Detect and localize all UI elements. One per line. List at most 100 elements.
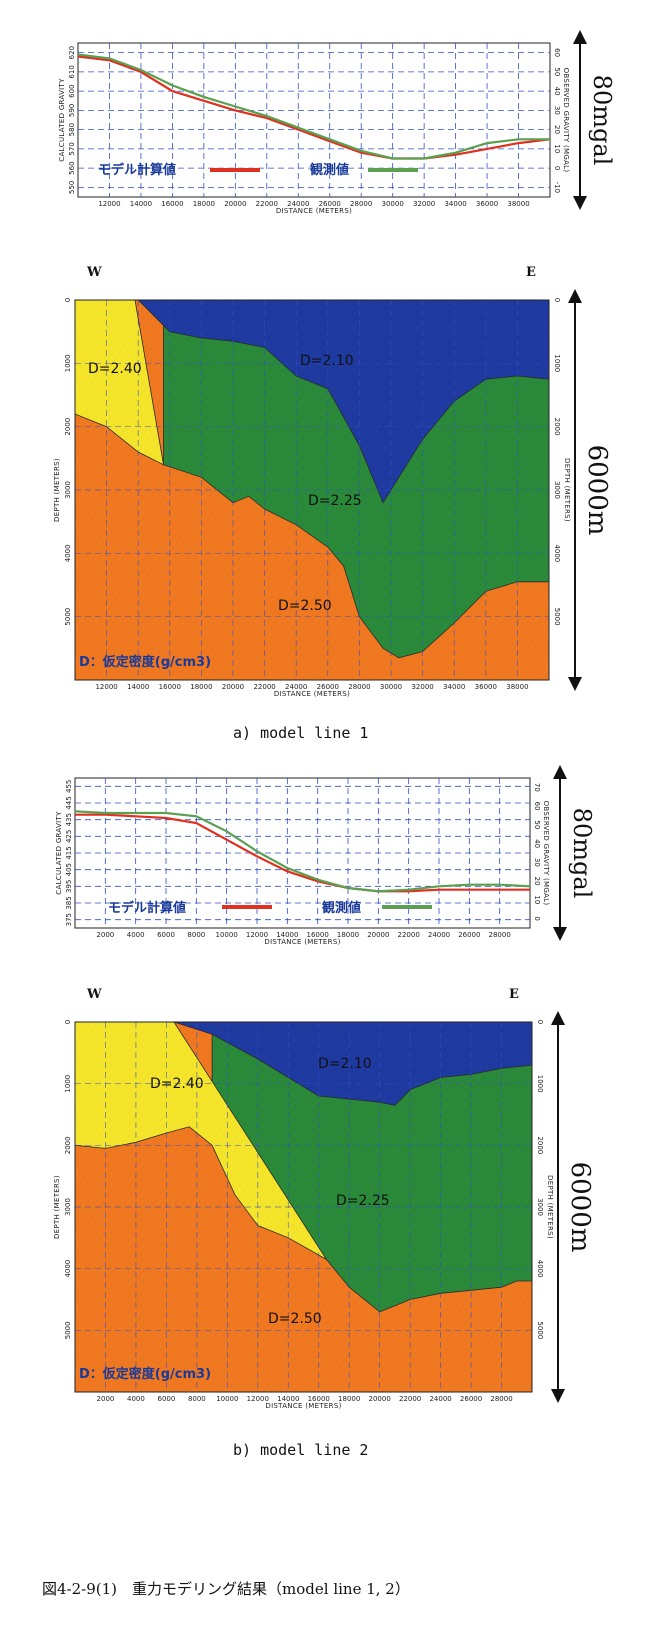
x-tick-label: 12000 xyxy=(247,1395,269,1403)
y-left-tick-label: 4000 xyxy=(64,544,72,562)
y-right-axis-label: OBSERVED GRAVITY (MGAL) xyxy=(542,801,550,906)
y-right-tick-label: 0 xyxy=(536,1020,544,1024)
sublabel-line1: a) model line 1 xyxy=(233,724,368,742)
x-tick-label: 8000 xyxy=(188,1395,206,1403)
layer-label: D=2.40 xyxy=(88,361,142,377)
y-right-tick-label: 1000 xyxy=(553,354,561,372)
y-right-tick-label: 20 xyxy=(533,877,541,886)
y-right-tick-label: 30 xyxy=(533,858,541,867)
density-note: D：仮定密度(g/cm3) xyxy=(79,654,211,670)
legend-obs-label: 観測値 xyxy=(321,900,361,916)
plot-frame xyxy=(74,1021,533,1393)
y-right-tick-label: 20 xyxy=(553,125,561,134)
x-tick-label: 16000 xyxy=(308,1395,330,1403)
x-tick-label: 16000 xyxy=(307,931,329,939)
y-right-tick-label: 60 xyxy=(553,48,561,57)
layer-label: D=2.10 xyxy=(318,1056,372,1072)
x-tick-label: 22000 xyxy=(253,683,275,691)
x-tick-label: 26000 xyxy=(319,200,341,208)
y-left-axis-label: CALCULATED GRAVITY xyxy=(58,78,66,162)
legend-model-label: モデル計算値 xyxy=(108,900,186,916)
y-left-tick-label: 4000 xyxy=(64,1260,72,1278)
y-left-axis-label: DEPTH (METERS) xyxy=(53,1175,61,1239)
y-left-tick-label: 600 xyxy=(68,84,76,97)
density-note: D：仮定密度(g/cm3) xyxy=(79,1366,211,1382)
x-tick-label: 14000 xyxy=(277,1395,299,1403)
layer-label: D=2.25 xyxy=(308,493,362,509)
x-tick-label: 18000 xyxy=(190,683,212,691)
y-right-axis-label: DEPTH (METERS) xyxy=(563,458,571,522)
density-model-line2: 2000 4000 6000 8000 10000 12000 14000 16000 1800… xyxy=(53,987,595,1410)
texture-overlay xyxy=(75,1022,532,1392)
x-tick-label: 24000 xyxy=(428,931,450,939)
scale-label: 80mgal xyxy=(588,75,616,166)
x-tick-label: 14000 xyxy=(127,683,149,691)
y-right-axis-label: DEPTH (METERS) xyxy=(546,1175,554,1239)
y-right-tick-label: 40 xyxy=(533,839,541,848)
y-left-tick-label: 2000 xyxy=(64,1136,72,1154)
y-right-tick-label: 50 xyxy=(553,67,561,76)
y-right-tick-label: 60 xyxy=(533,802,541,811)
density-model-line1: 12000 14000 16000 18000 20000 22000 24000 26000… xyxy=(53,265,612,698)
series-line xyxy=(77,55,551,160)
y-left-tick-label: 1000 xyxy=(64,354,72,372)
x-tick-label: 22000 xyxy=(399,1395,421,1403)
series-line xyxy=(77,53,550,160)
y-left-axis-label: CALCULATED GRAVITY xyxy=(55,811,63,895)
y-right-tick-label: 5000 xyxy=(553,608,561,626)
y-left-tick-label: 560 xyxy=(68,161,76,174)
x-tick-label: 4000 xyxy=(127,1395,145,1403)
y-left-tick-label: 385 xyxy=(65,896,73,909)
x-tick-label: 12000 xyxy=(95,683,117,691)
layer-label: D=2.10 xyxy=(300,353,354,369)
x-tick-label: 28000 xyxy=(348,683,370,691)
x-tick-label: 18000 xyxy=(193,200,215,208)
layer-label: D=2.50 xyxy=(268,1311,322,1327)
plot-frame xyxy=(77,42,551,198)
sublabel-line2: b) model line 2 xyxy=(233,1441,368,1459)
x-tick-label: 10000 xyxy=(216,931,238,939)
y-right-tick-label: 0 xyxy=(533,916,541,920)
y-left-tick-label: 405 xyxy=(65,863,73,876)
plot-frame xyxy=(74,299,550,681)
y-right-tick-label: 5000 xyxy=(536,1321,544,1339)
x-tick-label: 14000 xyxy=(276,931,298,939)
y-right-tick-label: 2000 xyxy=(553,418,561,436)
y-right-tick-label: 50 xyxy=(533,820,541,829)
x-tick-label: 2000 xyxy=(97,1395,115,1403)
y-left-tick-label: 435 xyxy=(65,813,73,826)
y-right-tick-label: -10 xyxy=(553,182,561,193)
layer-label: D=2.25 xyxy=(336,1193,390,1209)
x-axis-label: DISTANCE (METERS) xyxy=(274,690,350,698)
y-right-axis-label: OBSERVED GRAVITY (MGAL) xyxy=(562,68,570,173)
x-tick-label: 16000 xyxy=(159,683,181,691)
west-label: W xyxy=(86,987,102,1002)
x-tick-label: 28000 xyxy=(490,1395,512,1403)
y-right-tick-label: 30 xyxy=(553,106,561,115)
series-line xyxy=(74,810,531,893)
x-tick-label: 24000 xyxy=(429,1395,451,1403)
x-tick-label: 18000 xyxy=(337,931,359,939)
y-left-tick-label: 610 xyxy=(68,65,76,78)
y-left-tick-label: 415 xyxy=(65,846,73,859)
y-left-tick-label: 580 xyxy=(68,123,76,136)
y-left-tick-label: 5000 xyxy=(64,1321,72,1339)
x-tick-label: 36000 xyxy=(475,683,497,691)
y-right-tick-label: 4000 xyxy=(553,544,561,562)
x-tick-label: 20000 xyxy=(369,1395,391,1403)
legend-obs-label: 観測値 xyxy=(309,162,349,178)
y-right-tick-label: 10 xyxy=(533,895,541,904)
x-tick-label: 24000 xyxy=(285,683,307,691)
y-left-tick-label: 425 xyxy=(65,830,73,843)
y-left-tick-label: 5000 xyxy=(64,608,72,626)
x-tick-label: 26000 xyxy=(317,683,339,691)
y-right-tick-label: 0 xyxy=(553,166,561,170)
x-tick-label: 36000 xyxy=(476,200,498,208)
x-tick-label: 30000 xyxy=(380,683,402,691)
x-tick-label: 34000 xyxy=(443,683,465,691)
x-tick-label: 22000 xyxy=(398,931,420,939)
x-tick-label: 16000 xyxy=(161,200,183,208)
y-left-tick-label: 445 xyxy=(65,796,73,809)
x-tick-label: 6000 xyxy=(157,1395,175,1403)
